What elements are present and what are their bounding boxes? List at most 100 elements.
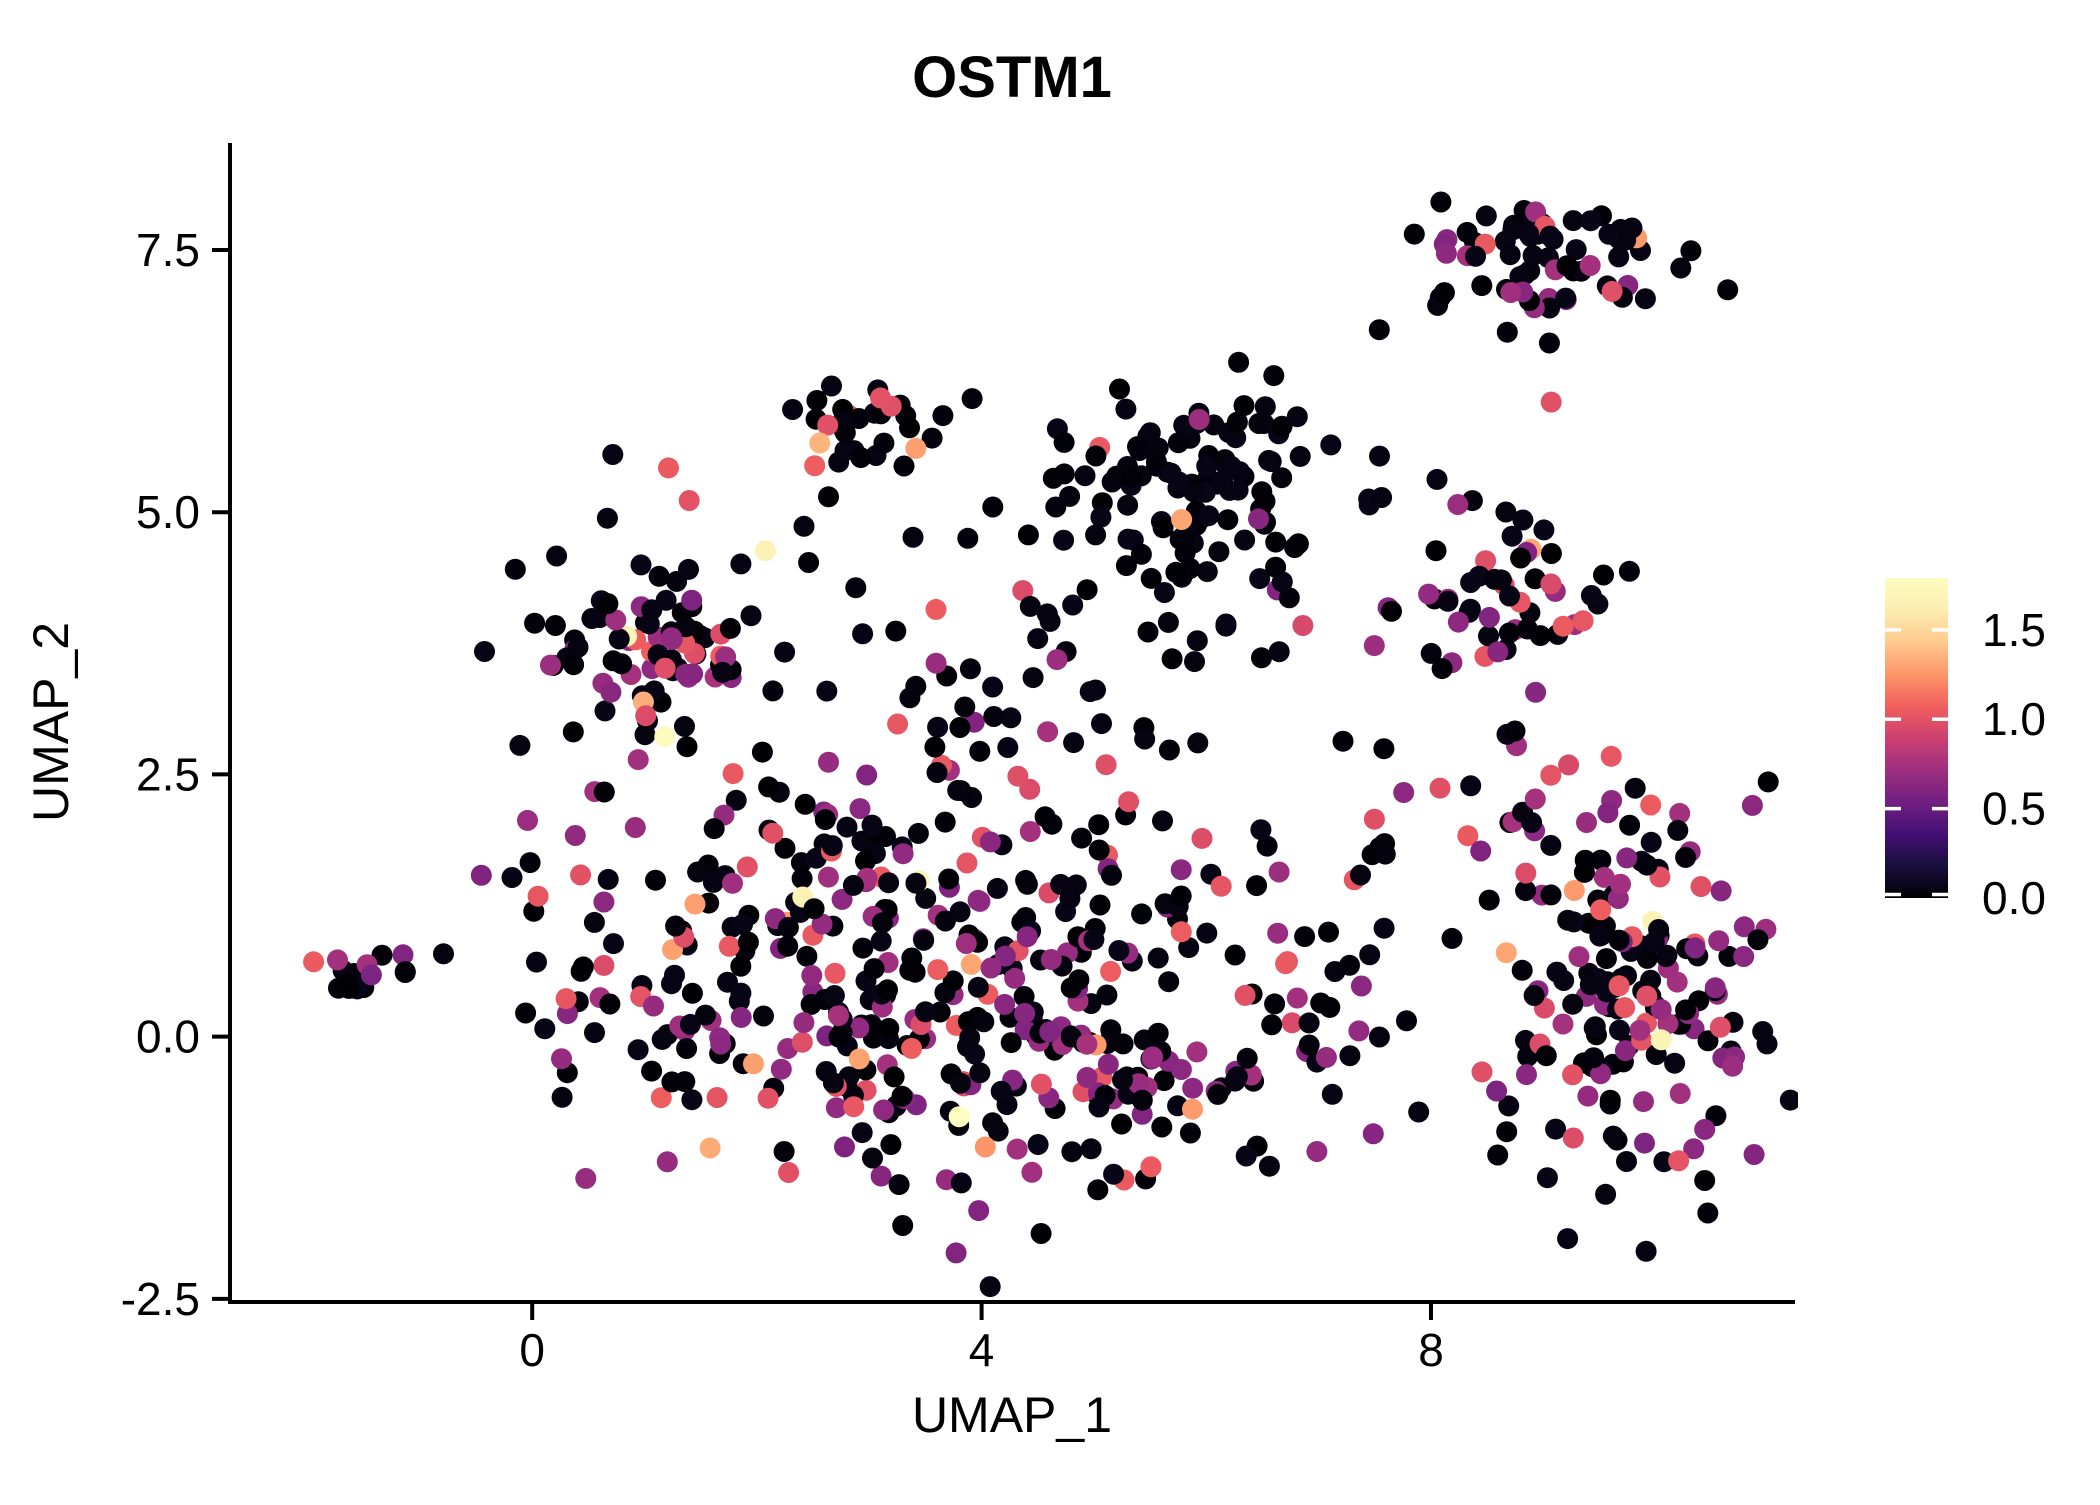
- data-point: [945, 1242, 967, 1264]
- data-point: [501, 867, 523, 888]
- data-point: [1590, 1063, 1612, 1085]
- data-point: [678, 490, 700, 511]
- data-point: [1743, 1144, 1765, 1165]
- data-point: [1403, 223, 1425, 245]
- data-point: [1207, 1083, 1229, 1105]
- data-point: [1074, 465, 1096, 487]
- data-point: [913, 929, 935, 951]
- data-point: [915, 887, 937, 909]
- data-point: [1145, 451, 1167, 473]
- data-point: [1120, 466, 1142, 488]
- data-point: [1516, 1064, 1537, 1086]
- data-point: [1298, 1012, 1320, 1034]
- data-point: [1171, 509, 1193, 530]
- data-point: [870, 930, 892, 952]
- data-point: [1601, 280, 1623, 302]
- data-point: [828, 1005, 849, 1027]
- data-point: [836, 816, 858, 838]
- data-point: [1320, 434, 1342, 456]
- data-point: [887, 713, 909, 735]
- data-point: [1757, 771, 1779, 793]
- data-point: [1624, 777, 1646, 799]
- data-point: [1112, 1069, 1133, 1091]
- data-point: [593, 891, 615, 913]
- data-point: [1188, 409, 1210, 430]
- data-point: [1525, 681, 1547, 703]
- data-point: [1019, 595, 1041, 617]
- data-point: [1465, 245, 1486, 267]
- data-point: [1396, 1010, 1417, 1032]
- data-point: [842, 874, 864, 896]
- data-point: [1030, 1073, 1052, 1095]
- data-point: [1487, 1144, 1509, 1166]
- colorbar-tick-mark: [1885, 628, 1901, 632]
- data-point: [1281, 1012, 1303, 1034]
- data-point: [1471, 275, 1493, 297]
- data-point: [974, 1136, 996, 1158]
- data-point: [959, 1027, 981, 1049]
- data-point: [1499, 244, 1521, 266]
- data-point: [722, 872, 743, 894]
- data-point: [679, 1013, 701, 1035]
- data-point: [519, 852, 541, 874]
- data-point: [1504, 720, 1526, 742]
- x-tick-label: 0: [519, 1324, 545, 1376]
- data-point: [1248, 413, 1270, 434]
- data-point: [1636, 947, 1658, 969]
- data-point: [892, 843, 914, 865]
- data-point: [676, 1038, 698, 1059]
- data-point: [1498, 622, 1520, 644]
- data-point: [957, 1011, 979, 1033]
- data-point: [1000, 1032, 1022, 1054]
- data-point: [1447, 494, 1469, 515]
- data-point: [1147, 947, 1169, 969]
- data-point: [1683, 1138, 1705, 1160]
- data-point: [1615, 229, 1637, 251]
- data-point: [1598, 223, 1620, 245]
- data-point: [1039, 1021, 1061, 1043]
- data-point: [575, 1167, 597, 1189]
- data-point: [627, 749, 649, 771]
- data-point: [360, 964, 382, 986]
- data-point: [1083, 929, 1105, 950]
- data-point: [1000, 707, 1022, 729]
- data-point: [883, 1066, 905, 1088]
- scatter-points: [303, 191, 1798, 1298]
- colorbar-tick-label: 1.0: [1982, 693, 2046, 745]
- data-point: [1608, 246, 1630, 268]
- data-point: [702, 871, 724, 893]
- data-point: [960, 953, 982, 975]
- data-point: [1562, 993, 1584, 1015]
- data-point: [1523, 985, 1545, 1006]
- data-point: [611, 653, 633, 675]
- data-point: [1085, 445, 1107, 467]
- data-point: [774, 641, 796, 663]
- data-point: [1426, 468, 1448, 490]
- data-point: [1226, 411, 1248, 433]
- data-point: [1250, 819, 1272, 841]
- data-point: [1512, 509, 1534, 531]
- colorbar-tick-mark: [1932, 892, 1948, 897]
- data-point: [1515, 862, 1537, 884]
- data-point: [950, 1172, 972, 1194]
- data-point: [921, 427, 943, 449]
- data-point: [907, 822, 929, 844]
- data-point: [730, 982, 752, 1004]
- data-point: [1499, 585, 1520, 607]
- data-point: [722, 763, 744, 785]
- data-point: [1470, 840, 1492, 862]
- data-point: [914, 1001, 936, 1023]
- data-point: [597, 593, 619, 615]
- data-point: [979, 1276, 1001, 1298]
- data-point: [1118, 791, 1140, 813]
- data-point: [1027, 1134, 1049, 1155]
- data-point: [551, 1086, 573, 1108]
- data-point: [927, 959, 949, 981]
- data-point: [822, 1072, 844, 1094]
- data-point: [1306, 1141, 1328, 1162]
- data-point: [973, 1011, 995, 1033]
- data-point: [1053, 431, 1075, 453]
- data-point: [1111, 1113, 1133, 1135]
- data-point: [848, 1017, 870, 1039]
- data-point: [1153, 582, 1175, 603]
